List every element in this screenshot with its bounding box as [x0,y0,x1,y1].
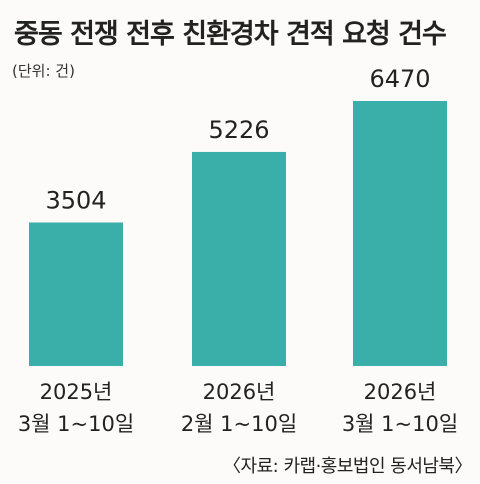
bar-group: 3504 2025년 3월 1~10일 5226 2026년 2월 1~10일 6470 20… [18,65,458,436]
category-label-3-line-2: 3월 1~10일 [342,412,458,436]
data-label-3: 6470 [369,65,430,93]
category-label-3-line-1: 2026년 [364,380,437,404]
unit-label: (단위: 건) [12,62,75,80]
category-label-1-line-1: 2025년 [40,380,113,404]
bar-1 [29,222,123,366]
data-label-1: 3504 [45,186,106,214]
category-label-2-line-1: 2026년 [203,380,276,404]
bar-3 [353,101,447,366]
chart-title: 중동 전쟁 전후 친환경차 견적 요청 건수 [14,19,447,50]
source-note: 〈자료: 카랩·홍보법인 동서남북〉 [223,456,472,477]
category-label-1-line-2: 3월 1~10일 [18,412,134,436]
category-label-2-line-2: 2월 1~10일 [181,412,297,436]
data-label-2: 5226 [208,116,269,144]
bar-2 [192,151,286,366]
